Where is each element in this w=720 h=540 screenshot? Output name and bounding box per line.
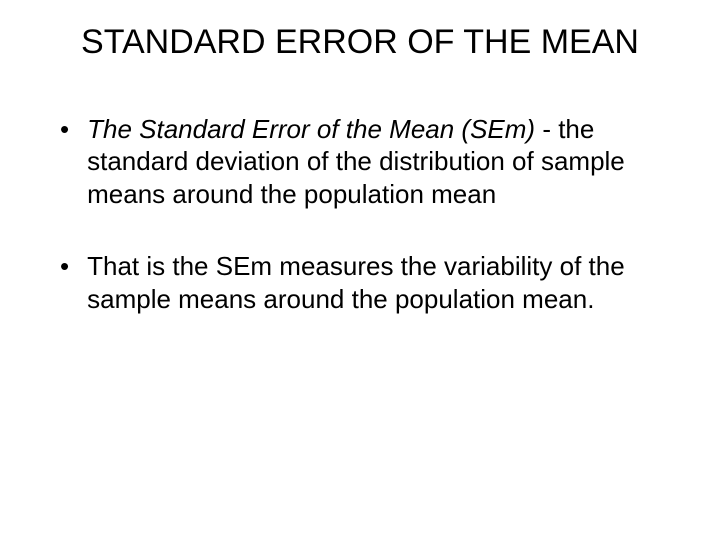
- bullet-item-2: • That is the SEm measures the variabili…: [50, 250, 670, 315]
- bullet-2-normal: That is the SEm measures the variability…: [87, 251, 625, 314]
- bullet-text-1: The Standard Error of the Mean (SEm) - t…: [87, 113, 670, 211]
- slide-title: STANDARD ERROR OF THE MEAN: [50, 22, 670, 63]
- bullet-marker: •: [60, 113, 69, 146]
- bullet-1-italic: The Standard Error of the Mean (SEm): [87, 114, 542, 144]
- bullet-text-2: That is the SEm measures the variability…: [87, 250, 670, 315]
- bullet-marker: •: [60, 250, 69, 283]
- bullet-item-1: • The Standard Error of the Mean (SEm) -…: [50, 113, 670, 211]
